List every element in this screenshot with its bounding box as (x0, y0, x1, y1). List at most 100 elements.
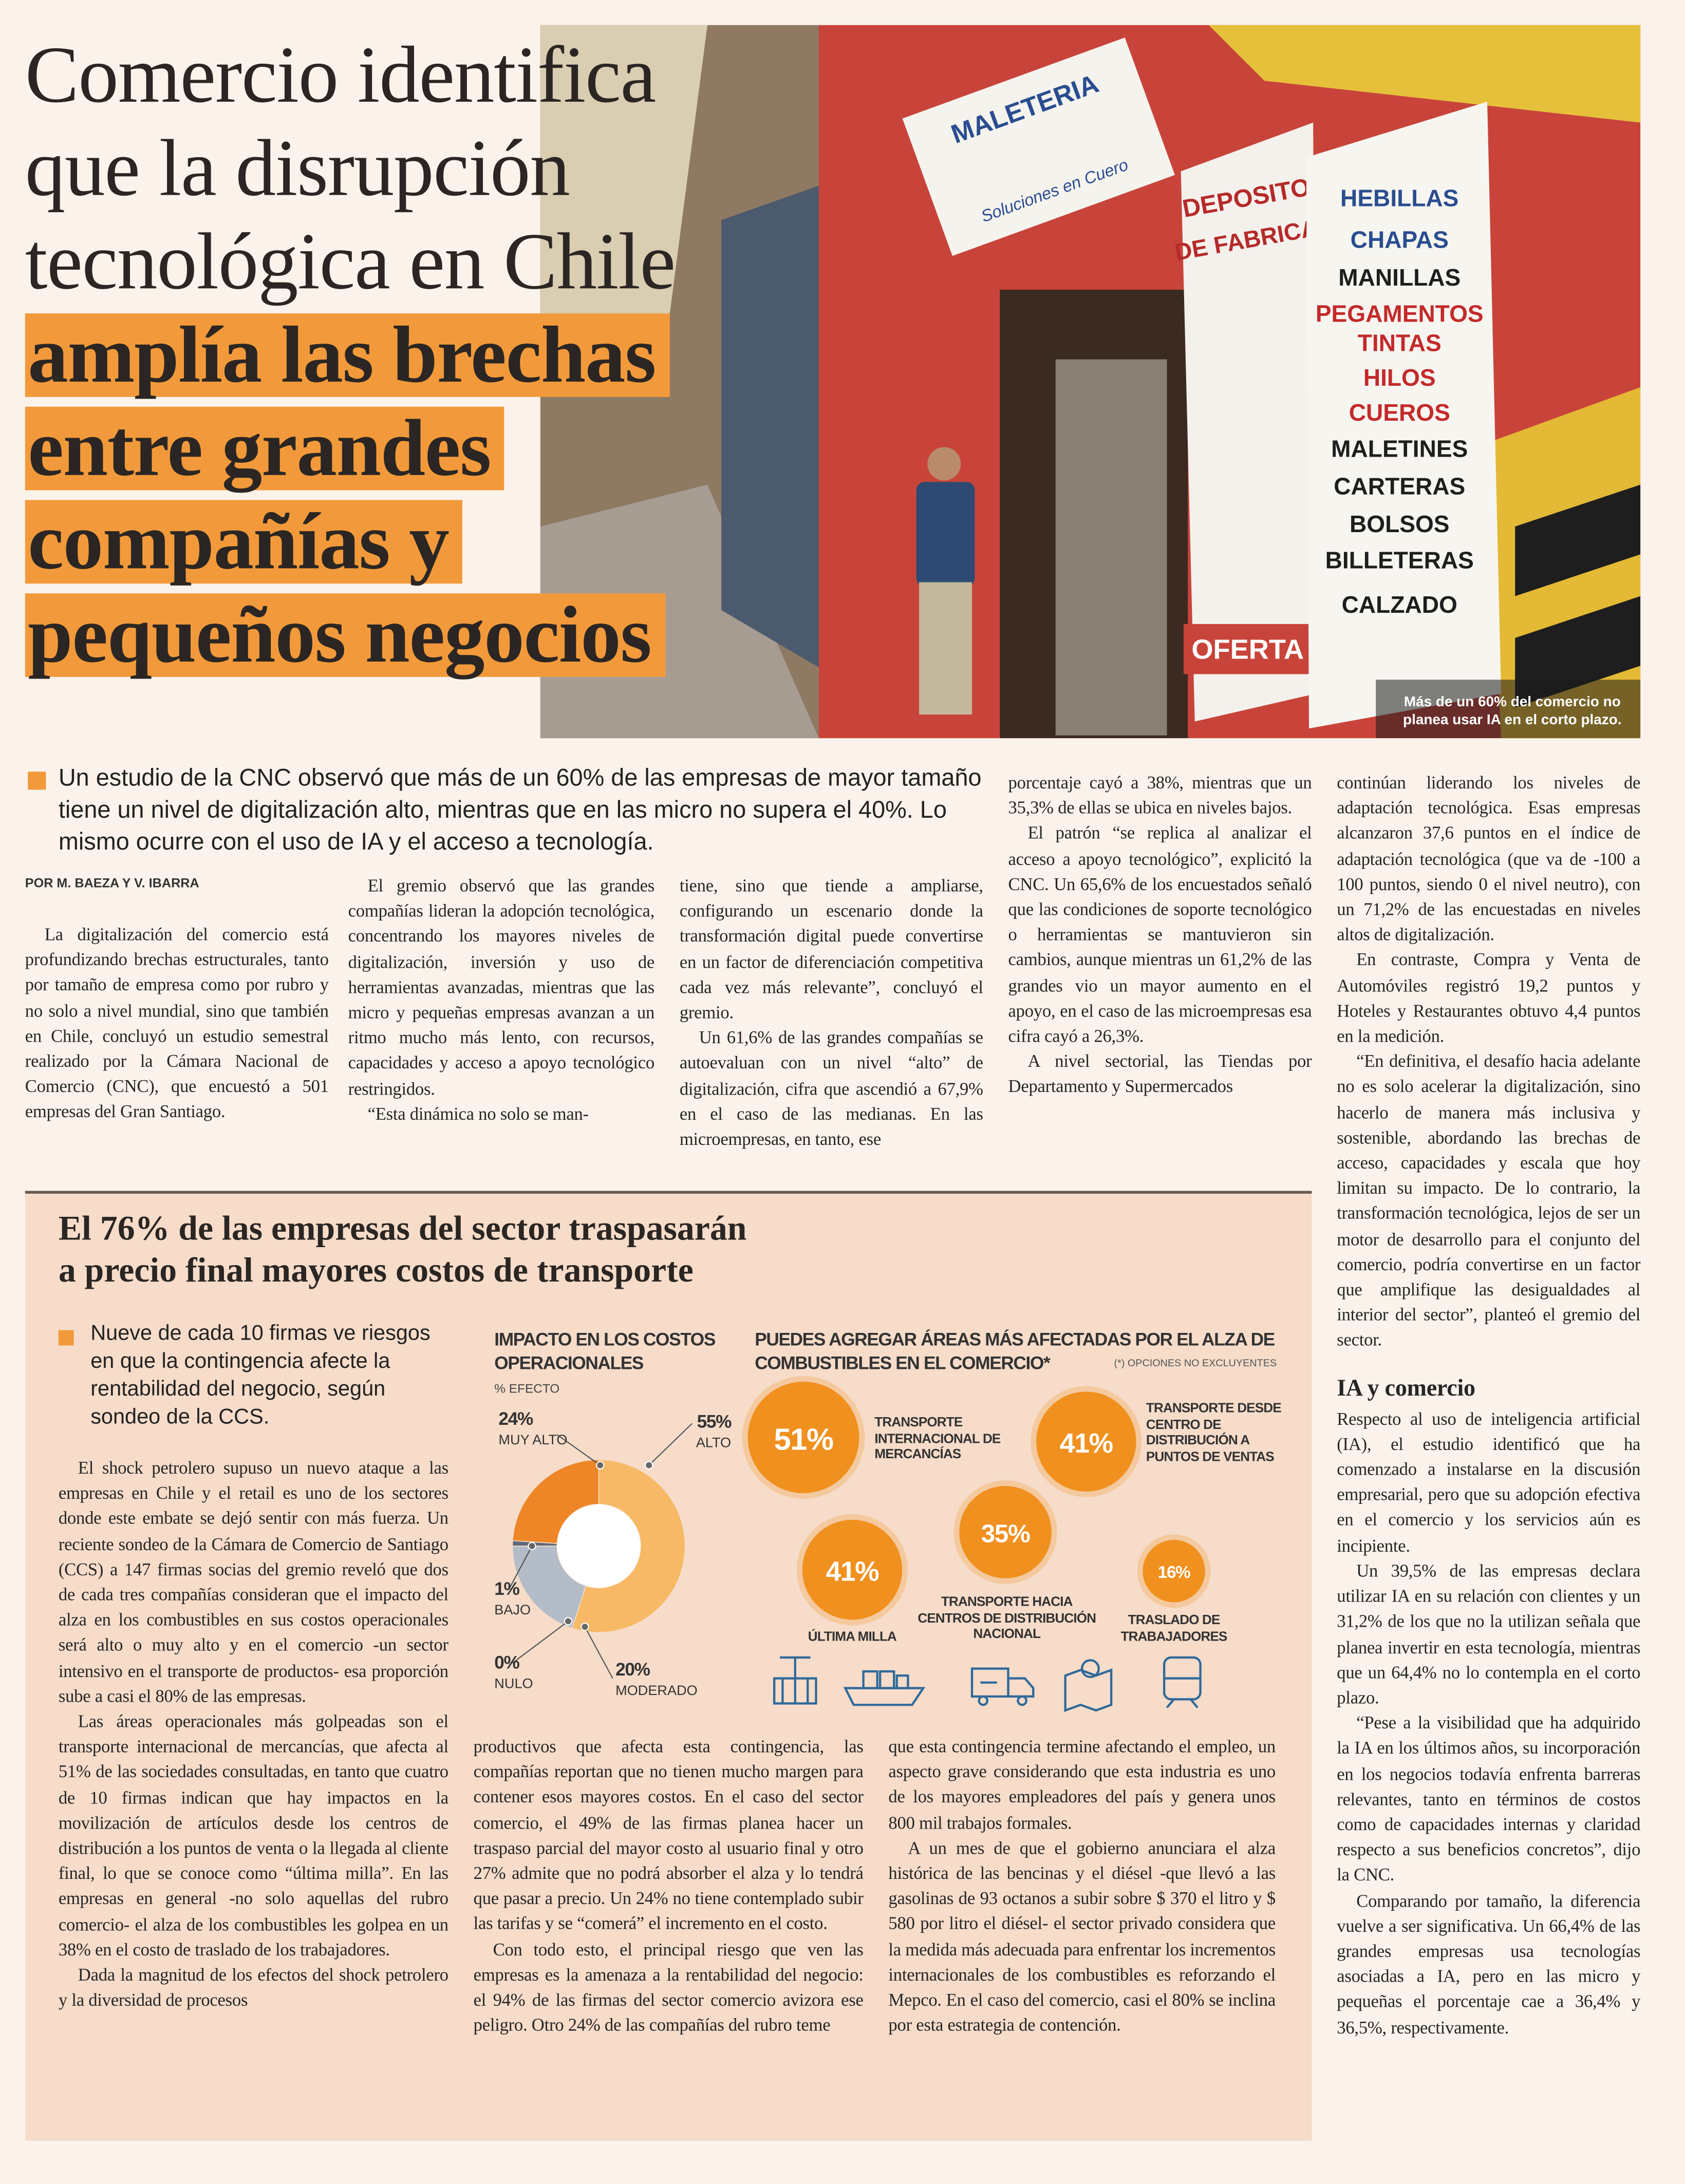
bubble (802, 1519, 903, 1620)
photo-man (916, 447, 975, 715)
bullet (58, 1330, 74, 1346)
donut-category-label: ALTO (696, 1434, 731, 1450)
icon-ship (843, 1670, 926, 1706)
leader-line (509, 1546, 533, 1588)
headline: Comercio identifica que la disrupción te… (25, 28, 676, 681)
leader-line (648, 1423, 692, 1466)
bubble-category-label: ÚLTIMA MILLA (808, 1629, 897, 1645)
donut-value-label: 24% (498, 1409, 533, 1429)
paragraph: Respecto al uso de inteligencia artifici… (1337, 1409, 1641, 1556)
paragraph: La digitalización del comercio está prof… (25, 925, 329, 1122)
photo-caption: Más de un 60% del comercio no planea usa… (1403, 695, 1622, 729)
bubble-category-label: TRASLADO DE TRABAJADORES (1120, 1613, 1228, 1645)
chart-note: (*) OPCIONES NO EXCLUYENTES (1114, 1357, 1277, 1369)
photo-sign-text: CARTERAS (1334, 473, 1465, 500)
donut-value-label: 1% (494, 1579, 519, 1599)
headline-highlight: entre grandes (25, 406, 505, 491)
photo-sign-text: BILLETERAS (1325, 547, 1474, 573)
photo-sign-text: CUEROS (1349, 399, 1450, 426)
paragraph: Comparando por tamaño, la diferencia vue… (1337, 1891, 1641, 2037)
leader-dot (645, 1461, 653, 1470)
column-paragraphs: continúan liderando los niveles de adapt… (1337, 770, 1640, 1353)
bubble-category-label: TRANSPORTE DESDE CENTRO DE DISTRIBUCIÓN … (1146, 1401, 1282, 1465)
headline-highlight: compañías y (25, 499, 463, 584)
headline-line: entre grandes (25, 401, 675, 495)
headline-highlight: pequeños negocios (25, 593, 665, 677)
paragraph: continúan liderando los niveles de adapt… (1337, 773, 1641, 945)
photo-sign-text: MANILLAS (1338, 264, 1461, 291)
icon-train (1163, 1656, 1202, 1708)
headline-line: compañías y (25, 495, 675, 588)
paragraph: Un 61,6% de las grandes compañías se aut… (679, 1028, 983, 1150)
bubble-category-label: TRANSPORTE INTERNACIONAL DE MERCANCÍAS (874, 1415, 1001, 1463)
photo-sign-list (1306, 101, 1502, 729)
bubble (747, 1382, 859, 1493)
paragraph: El gremio observó que las grandes compañ… (348, 876, 655, 1099)
leader-line (556, 1434, 601, 1466)
transport-icons (773, 1656, 1202, 1712)
paragraph: que esta contingencia termine afectando … (888, 1737, 1276, 1833)
column-paragraphs: Respecto al uso de inteligencia artifici… (1337, 1406, 1640, 2040)
box-title: El 76% de las empresas del sector traspa… (59, 1209, 747, 1293)
donut-category-label: BAJO (494, 1602, 531, 1617)
article-column: porcentaje cayó a 38%, mientras que un 3… (1008, 770, 1312, 1100)
byline: POR M. BAEZA Y V. IBARRA (25, 876, 199, 890)
donut-category-label: MODERADO (615, 1682, 698, 1698)
photo-interior (1055, 359, 1167, 736)
bubble-value-label: 35% (981, 1520, 1030, 1548)
leader-dot (581, 1623, 589, 1631)
paragraph: El shock petrolero supuso un nuevo ataqu… (58, 1458, 448, 1706)
photo-sign (902, 37, 1175, 256)
chart-subtitle: % EFECTO (494, 1382, 560, 1396)
icon-container-crane (773, 1656, 817, 1705)
chart-title: PUEDES AGREGAR ÁREAS MÁS AFECTADAS POR E… (755, 1328, 1275, 1373)
photo-oferta-band (1184, 624, 1315, 674)
box-column: que esta contingencia termine afectando … (888, 1734, 1276, 2038)
donut-hole (557, 1504, 641, 1588)
chart-title: IMPACTO EN LOS COSTOS OPERACIONALES (494, 1328, 716, 1373)
paragraph: productivos que afecta esta contingencia… (473, 1737, 864, 1934)
photo-wall-mural (721, 178, 840, 680)
paragraph: “Pese a la visibilidad que ha adquirido … (1337, 1713, 1641, 1885)
photo-sign-text: HILOS (1363, 364, 1436, 391)
leader-dot (564, 1617, 573, 1626)
box-column: El shock petrolero supuso un nuevo ataqu… (59, 1456, 448, 2013)
photo-sign-text: BOLSOS (1350, 511, 1450, 537)
bubble-category-label: TRANSPORTE HACIA CENTROS DE DISTRIBUCIÓN… (918, 1594, 1096, 1643)
paragraph: Con todo esto, el principal riesgo que v… (473, 1940, 864, 2036)
icon-map-pin (1064, 1659, 1113, 1712)
paragraph: tiene, sino que tiende a ampliarse, conf… (679, 876, 983, 1023)
box-column: productivos que afecta esta contingencia… (474, 1734, 864, 2038)
box-lead: Nueve de cada 10 firmas ve riesgos en qu… (90, 1322, 430, 1429)
photo-sign-text: CHAPAS (1351, 227, 1449, 253)
bubble-value-label: 41% (826, 1556, 879, 1587)
photo-man-head (927, 447, 961, 481)
donut-value-label: 0% (494, 1653, 519, 1673)
paragraph: A un mes de que el gobierno anunciara el… (888, 1838, 1276, 2036)
photo-yellow-band (1208, 25, 1641, 123)
photo-man-vest (916, 482, 975, 587)
article-column: tiene, sino que tiende a ampliarse, conf… (680, 873, 983, 1152)
photo-sign-text: CALZADO (1342, 591, 1457, 618)
paragraph: Dada la magnitud de los efectos del shoc… (58, 1965, 448, 2010)
photo-sign-text: PEGAMENTOS (1316, 300, 1484, 327)
article-column: El gremio observó que las grandes compañ… (348, 873, 655, 1127)
paragraph: “En definitiva, el desafío hacia adelant… (1337, 1051, 1641, 1350)
headline-line: tecnológica en Chile (25, 216, 676, 307)
bubble (959, 1486, 1052, 1578)
headline-line: Comercio identifica (25, 29, 657, 120)
bubble-value-label: 16% (1158, 1563, 1190, 1582)
donut-value-label: 20% (615, 1660, 650, 1680)
headline-line: que la disrupción (25, 122, 570, 213)
headline-line: amplía las brechas (25, 308, 675, 401)
bubble-value-label: 41% (1060, 1428, 1113, 1459)
paragraph: A nivel sectorial, las Tiendas por Depar… (1008, 1051, 1312, 1097)
leader-dot (528, 1541, 536, 1551)
paragraph: El patrón “se replica al analizar el acc… (1008, 823, 1312, 1046)
photo-man-legs (919, 582, 972, 715)
article-column: La digitalización del comercio está prof… (25, 922, 329, 1125)
